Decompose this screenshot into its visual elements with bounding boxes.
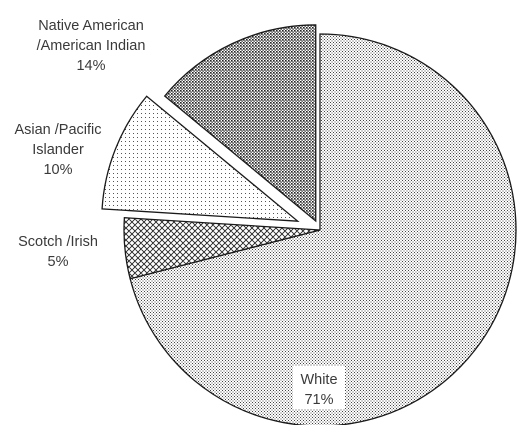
data-label-scotch-irish: Scotch /Irish 5% (18, 234, 98, 270)
pie-slice-scotch-irish (123, 217, 321, 280)
pie-slice-white (129, 33, 517, 425)
value-label: 10% (43, 162, 72, 178)
value-label: 71% (304, 392, 333, 408)
category-label: Native American (38, 18, 144, 34)
pie-slice-native-american-american-indian (163, 24, 317, 223)
data-label-native-american-american-indian: Native American/American Indian 14% (37, 18, 146, 74)
pie-slice-asian-pacific-islander (101, 95, 300, 222)
data-label-white: White 71% (300, 372, 337, 408)
value-label: 14% (76, 58, 105, 74)
category-label: White (300, 372, 337, 388)
data-label-asian-pacific-islander: Asian /Pacific Islander 10% (14, 122, 101, 178)
category-label: /American Indian (37, 38, 146, 54)
category-label: Asian /Pacific (14, 122, 101, 138)
category-label: Islander (32, 142, 84, 158)
category-label: Scotch /Irish (18, 234, 98, 250)
data-label-background (293, 366, 345, 409)
value-label: 5% (48, 254, 69, 270)
